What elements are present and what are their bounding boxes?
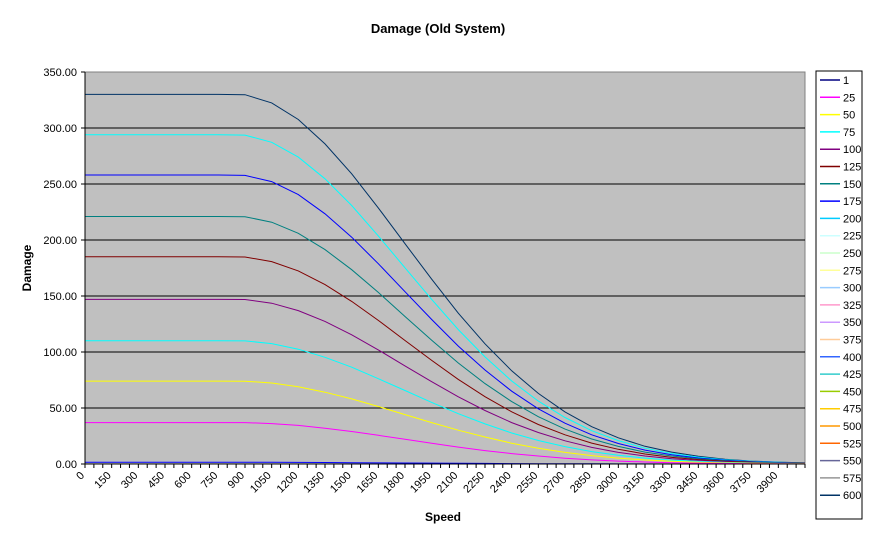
legend-label: 500 (843, 421, 861, 433)
legend-label: 475 (843, 404, 861, 416)
series-line-7 (85, 380, 806, 465)
y-tick-label: 300.00 (43, 123, 77, 135)
x-tick-label: 2700 (541, 470, 567, 496)
series-line-8 (85, 422, 806, 465)
x-tick-label: 2250 (461, 470, 487, 496)
x-axis-label: Speed (425, 510, 461, 524)
legend-label: 275 (843, 265, 861, 277)
series-line-6 (85, 340, 806, 465)
legend-label: 25 (843, 92, 855, 104)
series-line-3 (85, 216, 806, 464)
series-line-1 (85, 134, 806, 464)
legend-label: 150 (843, 179, 861, 191)
legend-label: 225 (843, 231, 861, 243)
y-tick-label: 150.00 (43, 291, 77, 303)
legend-label: 575 (843, 473, 861, 485)
legend-label: 250 (843, 248, 861, 260)
x-tick-label: 3750 (728, 470, 754, 496)
legend-label: 425 (843, 369, 861, 381)
x-tick-label: 1200 (275, 470, 301, 496)
x-tick-label: 2850 (568, 470, 594, 496)
x-tick-label: 3900 (755, 470, 781, 496)
legend-label: 350 (843, 317, 861, 329)
x-tick-label: 600 (172, 470, 193, 491)
legend-label: 175 (843, 196, 861, 208)
x-tick-label: 1350 (301, 470, 327, 496)
x-tick-label: 900 (226, 470, 247, 491)
y-tick-label: 250.00 (43, 179, 77, 191)
legend-label: 1 (843, 75, 849, 87)
y-tick-label: 50.00 (49, 403, 77, 415)
series-line-2 (85, 174, 806, 464)
series-line-4 (85, 256, 806, 464)
x-tick-label: 3450 (675, 470, 701, 496)
legend-label: 600 (843, 490, 861, 502)
legend-label: 75 (843, 127, 855, 139)
x-tick-label: 1800 (381, 470, 407, 496)
x-tick-label: 1950 (408, 470, 434, 496)
legend-label: 400 (843, 352, 861, 364)
x-tick-label: 1650 (355, 470, 381, 496)
x-tick-label: 0 (74, 470, 87, 483)
x-tick-label: 3600 (701, 470, 727, 496)
series-line-0 (85, 93, 806, 464)
series-line-5 (85, 298, 806, 465)
chart-title: Damage (Old System) (371, 21, 505, 36)
legend-label: 50 (843, 110, 855, 122)
x-tick-label: 2100 (435, 470, 461, 496)
x-tick-label: 3150 (621, 470, 647, 496)
plot-area (84, 71, 806, 465)
legend-label: 100 (843, 144, 861, 156)
x-tick-label: 450 (146, 470, 167, 491)
y-axis-label: Damage (20, 244, 34, 291)
x-tick-label: 3000 (595, 470, 621, 496)
x-tick-label: 750 (199, 470, 220, 491)
legend-label: 325 (843, 300, 861, 312)
legend-label: 125 (843, 162, 861, 174)
x-tick-label: 3300 (648, 470, 674, 496)
legend-label: 550 (843, 456, 861, 468)
y-tick-label: 350.00 (43, 67, 77, 79)
legend-label: 200 (843, 213, 861, 225)
legend-label: 300 (843, 283, 861, 295)
y-tick-label: 0.00 (56, 459, 77, 471)
legend-label: 375 (843, 335, 861, 347)
legend-box (815, 70, 863, 520)
x-tick-label: 2400 (488, 470, 514, 496)
y-tick-label: 200.00 (43, 235, 77, 247)
x-tick-label: 300 (119, 470, 140, 491)
x-tick-label: 2550 (515, 470, 541, 496)
legend-label: 450 (843, 386, 861, 398)
x-tick-label: 1500 (328, 470, 354, 496)
x-tick-label: 1050 (248, 470, 274, 496)
x-tick-label: 150 (92, 470, 113, 491)
legend-label: 525 (843, 438, 861, 450)
y-tick-label: 100.00 (43, 347, 77, 359)
